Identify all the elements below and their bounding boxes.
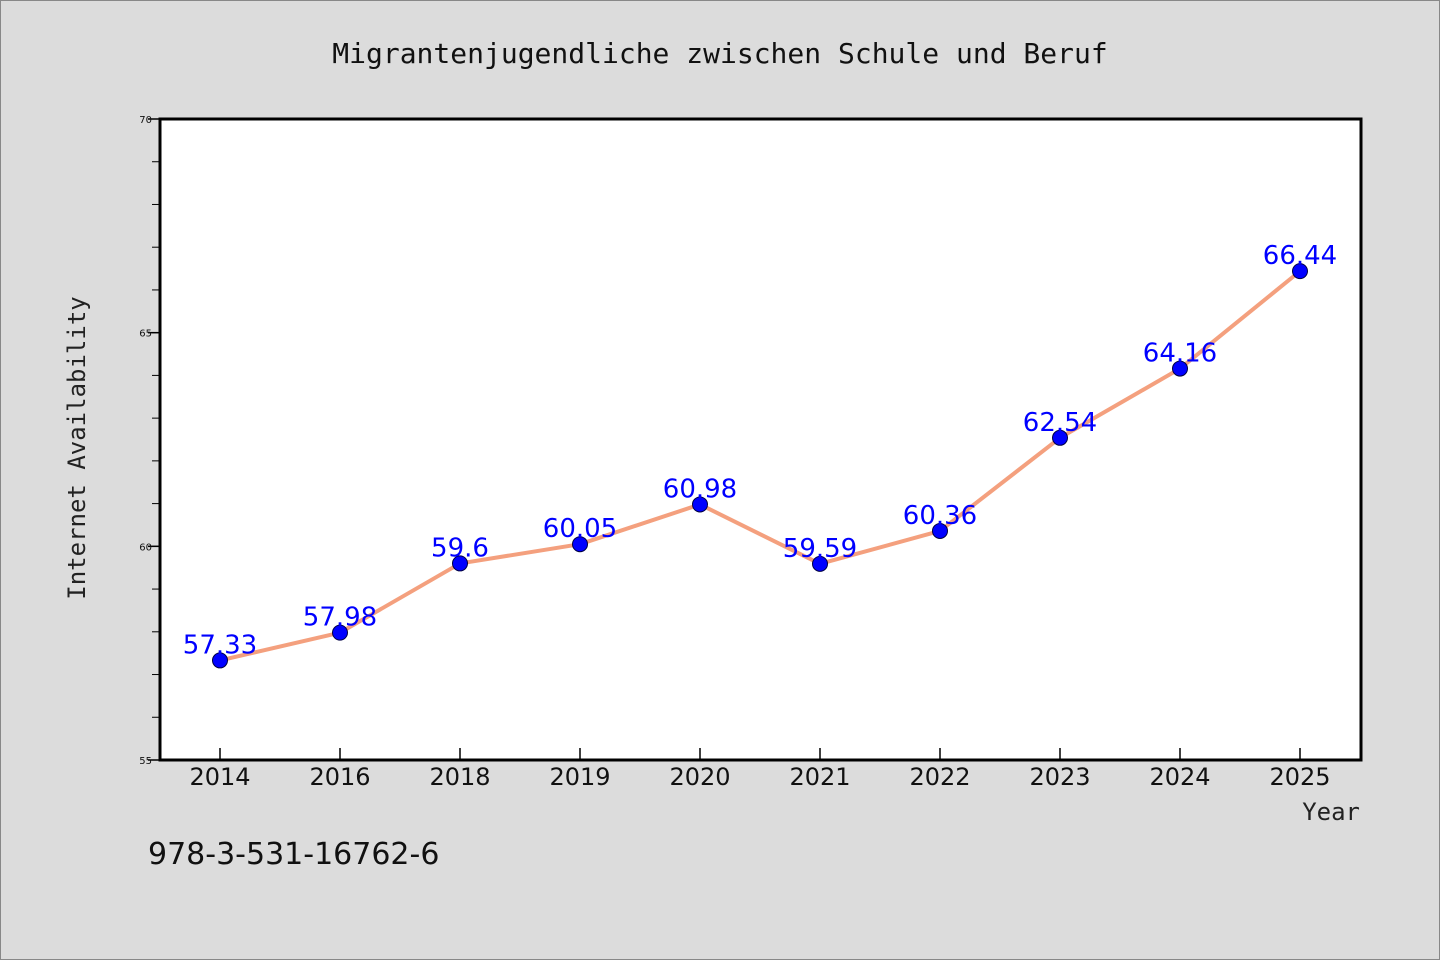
data-label: 59.6 bbox=[431, 533, 489, 563]
data-label: 64.16 bbox=[1143, 339, 1217, 369]
y-tick-label: 65 bbox=[139, 329, 152, 340]
data-point bbox=[452, 555, 468, 572]
chart-title: Migrantenjugendliche zwischen Schule und… bbox=[332, 37, 1107, 70]
data-label: 60.98 bbox=[663, 474, 737, 504]
data-label: 60.36 bbox=[903, 501, 977, 531]
data-label: 59.59 bbox=[783, 534, 857, 564]
data-point bbox=[332, 624, 348, 641]
series-line bbox=[218, 269, 1302, 663]
plot-area bbox=[158, 117, 1363, 762]
x-tick-label: 2019 bbox=[549, 763, 610, 791]
data-label: 60.05 bbox=[543, 514, 617, 544]
x-axis-label: Year bbox=[1302, 798, 1360, 826]
data-label: 62.54 bbox=[1023, 408, 1097, 438]
data-point bbox=[572, 536, 588, 553]
x-tick-label: 2023 bbox=[1029, 763, 1090, 791]
series-layer bbox=[212, 263, 1308, 669]
y-axis: 55 60 65 70 bbox=[139, 115, 160, 767]
data-point bbox=[692, 496, 708, 513]
y-axis-label: Internet Availability bbox=[63, 296, 91, 599]
data-point bbox=[932, 522, 948, 539]
isbn-text: 978-3-531-16762-6 bbox=[148, 837, 439, 872]
x-tick-label: 2018 bbox=[429, 763, 490, 791]
data-label: 66.44 bbox=[1263, 241, 1337, 271]
data-label: 57.98 bbox=[303, 603, 377, 633]
data-label-layer: 57.33 57.98 59.6 60.05 60.98 59.59 60.36 62.54 6… bbox=[183, 241, 1337, 660]
x-tick-label: 2022 bbox=[909, 763, 970, 791]
x-tick-label: 2020 bbox=[669, 763, 730, 791]
x-tick-label: 2021 bbox=[789, 763, 850, 791]
data-point bbox=[812, 555, 828, 572]
x-axis: 2014 2016 2018 2019 2020 2021 2022 2023 2024 2025 bbox=[189, 748, 1331, 791]
data-label: 57.33 bbox=[183, 630, 257, 660]
x-tick-label: 2016 bbox=[309, 763, 370, 791]
y-tick-label: 70 bbox=[139, 115, 152, 126]
y-tick-label: 55 bbox=[139, 756, 152, 767]
data-point bbox=[1292, 263, 1308, 280]
x-tick-label: 2024 bbox=[1149, 763, 1210, 791]
x-tick-label: 2014 bbox=[189, 763, 250, 791]
data-point bbox=[1052, 429, 1068, 446]
y-tick-label: 60 bbox=[139, 542, 152, 553]
data-point bbox=[212, 652, 228, 669]
x-tick-label: 2025 bbox=[1269, 763, 1330, 791]
data-point bbox=[1172, 360, 1188, 377]
